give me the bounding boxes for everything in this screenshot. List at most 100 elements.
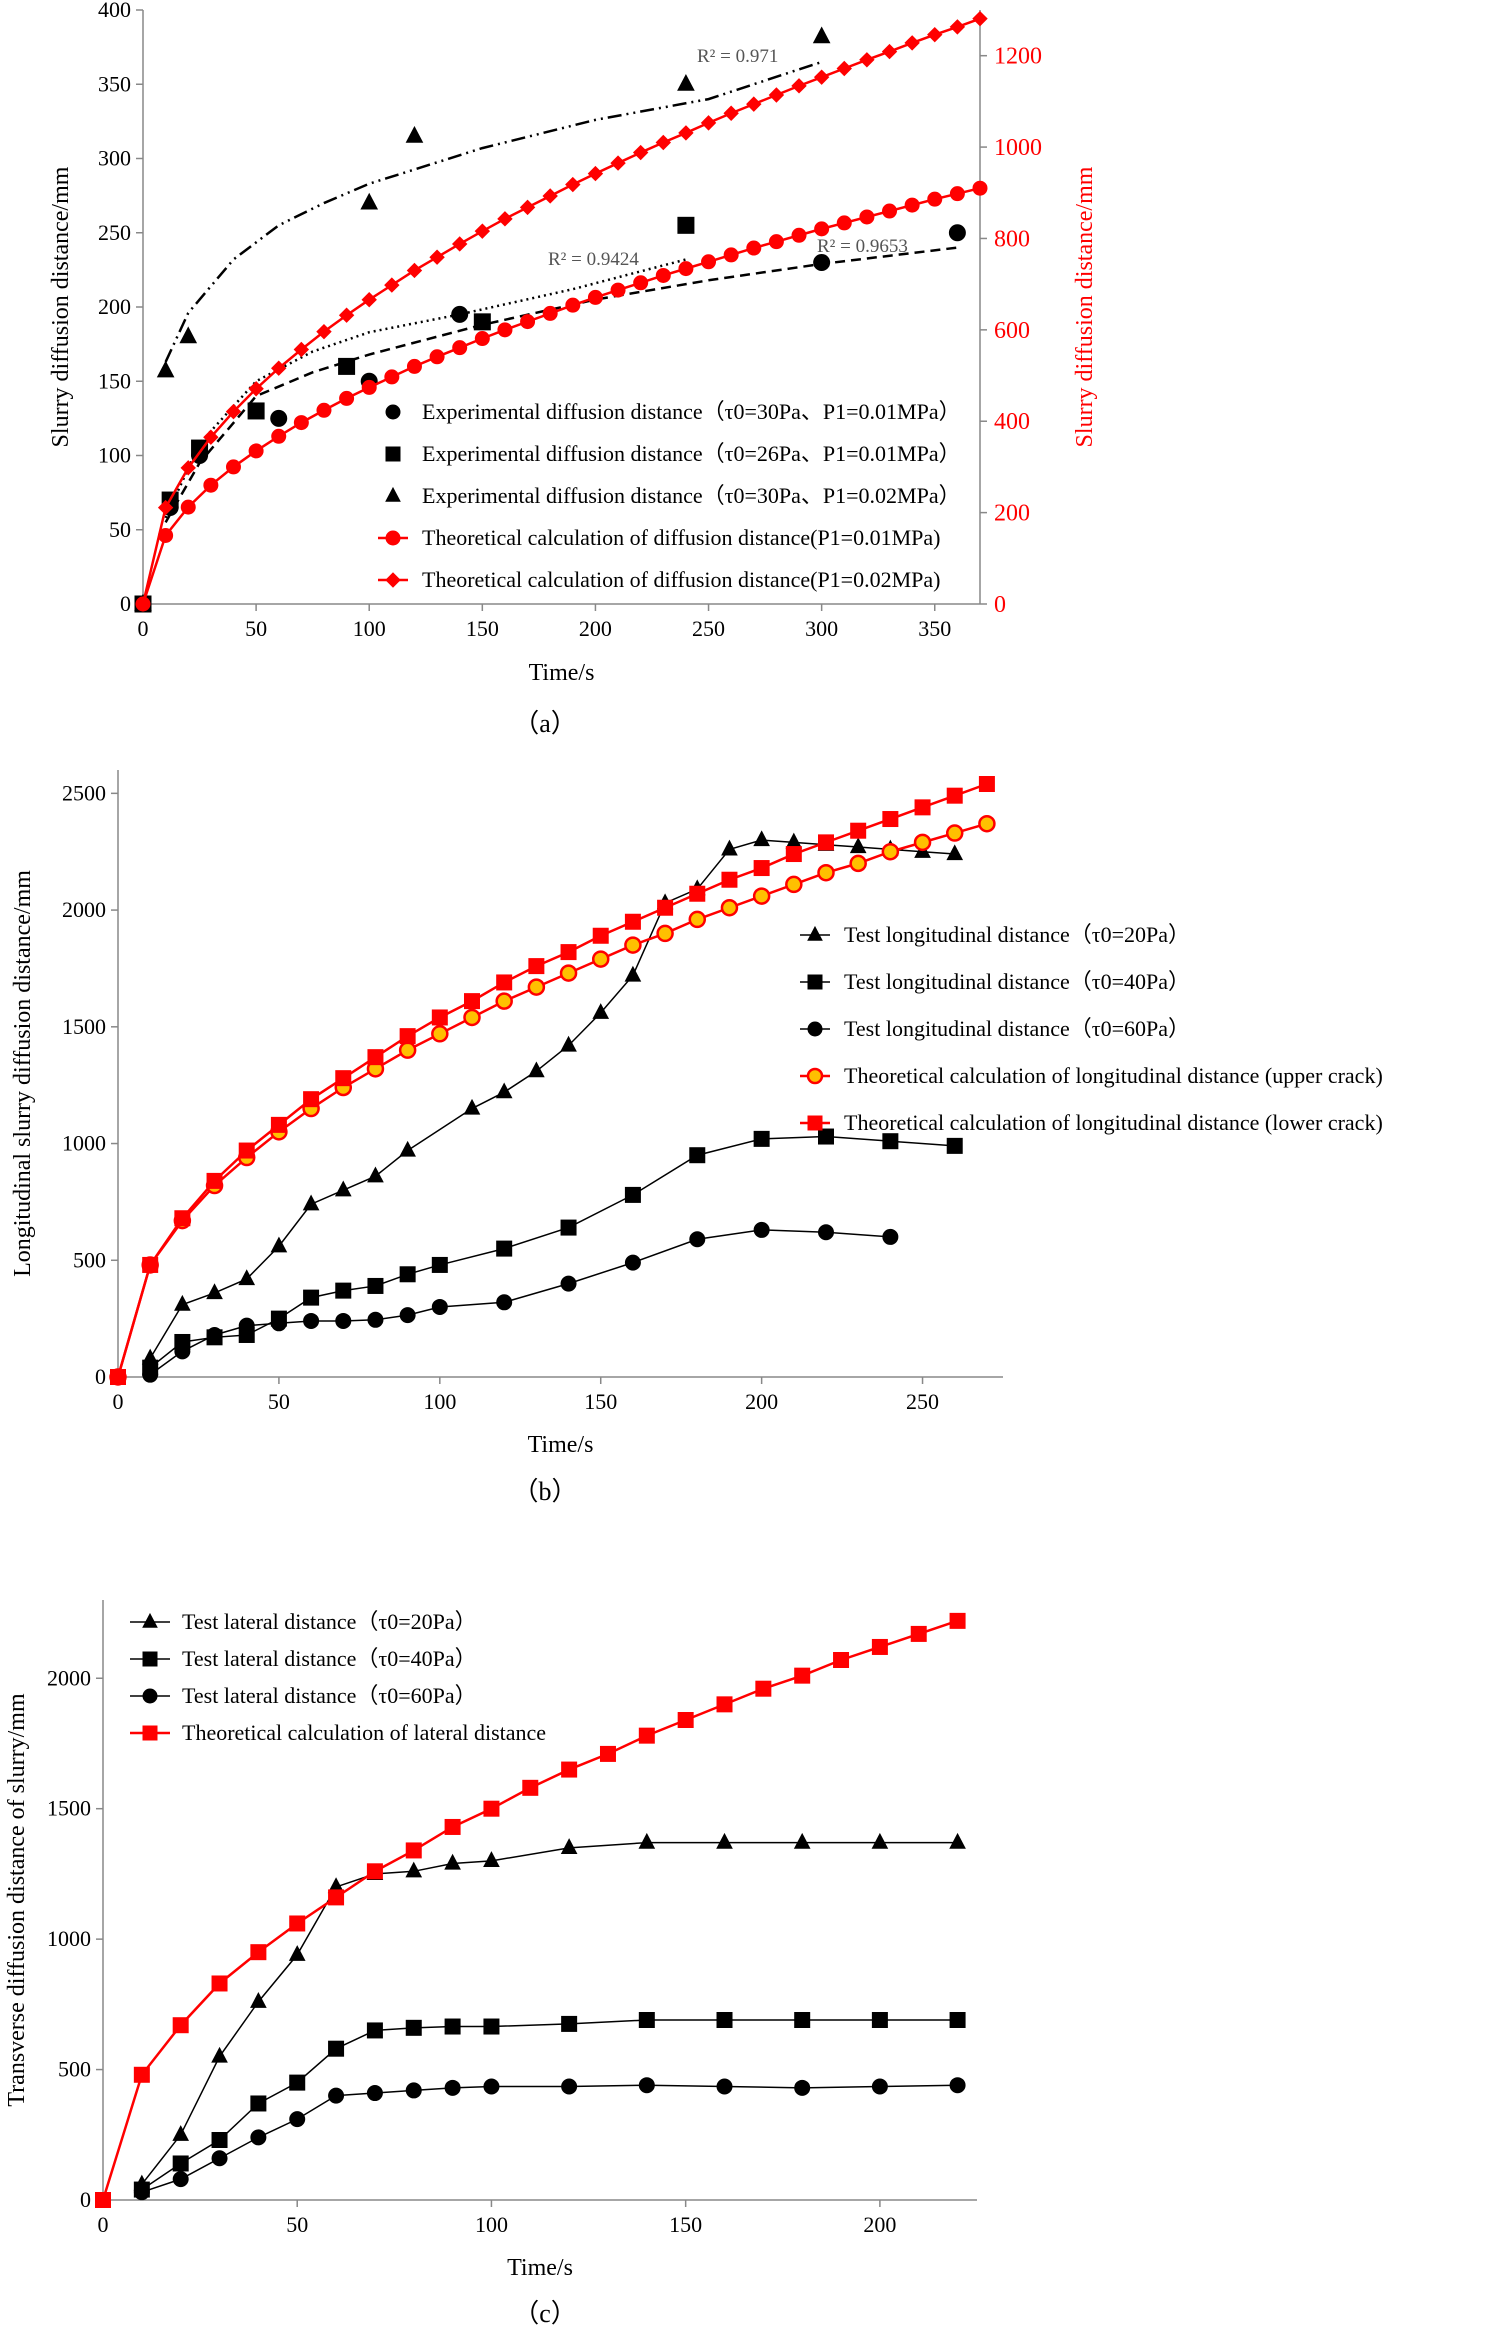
- x-axis-label: Time/s: [529, 660, 595, 686]
- legend-label: Experimental diffusion distance（τ0=30Pa、…: [422, 483, 961, 508]
- data-point: [946, 844, 964, 861]
- data-point: [495, 992, 513, 1010]
- data-point: [882, 1133, 899, 1150]
- data-point: [723, 105, 739, 121]
- data-point: [429, 249, 445, 265]
- data-point: [110, 1369, 126, 1385]
- data-point: [334, 1180, 352, 1197]
- legend-marker: [142, 1725, 158, 1741]
- data-point: [405, 1861, 423, 1878]
- data-point: [483, 2078, 500, 2095]
- data-point: [303, 1312, 320, 1329]
- data-point: [399, 1028, 416, 1045]
- data-point: [270, 1116, 287, 1133]
- y-tick-label: 250: [98, 220, 131, 245]
- data-point: [949, 19, 966, 35]
- data-point: [949, 2012, 966, 2028]
- legend-marker: [807, 925, 823, 941]
- y-right-tick-label: 1000: [994, 135, 1042, 161]
- x-tick-label: 150: [669, 2212, 702, 2237]
- data-point: [250, 2095, 267, 2112]
- data-point: [172, 2171, 189, 2188]
- data-point: [927, 191, 943, 207]
- data-point: [689, 885, 706, 902]
- data-point: [473, 313, 491, 331]
- data-point: [431, 1256, 448, 1273]
- y-right-tick-label: 800: [994, 226, 1030, 252]
- data-point: [791, 227, 807, 243]
- data-point: [882, 203, 898, 219]
- data-point: [677, 216, 695, 234]
- data-point: [587, 289, 603, 305]
- legend-label: Test longitudinal distance（τ0=60Pa）: [844, 1016, 1190, 1041]
- x-tick-label: 150: [466, 616, 499, 641]
- legend-label: Test lateral distance（τ0=20Pa）: [182, 1609, 477, 1634]
- y-tick-label: 0: [80, 2187, 91, 2212]
- data-point: [753, 860, 770, 877]
- x-tick-label: 200: [579, 616, 612, 641]
- legend-marker: [806, 1067, 824, 1085]
- series-4: [109, 814, 996, 1386]
- data-point: [913, 833, 932, 852]
- x-tick-label: 200: [863, 2212, 896, 2237]
- data-point: [881, 43, 898, 60]
- y-tick-label: 500: [58, 2057, 91, 2082]
- series-3: [142, 1221, 899, 1383]
- data-point: [335, 1312, 352, 1329]
- data-point: [497, 211, 513, 227]
- data-point: [444, 1818, 461, 1835]
- data-point: [303, 1091, 320, 1108]
- data-point: [768, 234, 784, 250]
- data-point: [716, 2078, 733, 2095]
- data-point: [495, 1082, 513, 1099]
- legend-marker: [385, 486, 401, 502]
- data-point: [638, 2077, 655, 2094]
- data-point: [405, 1842, 422, 1859]
- y-right-tick-label: 600: [994, 318, 1030, 344]
- legend-label: Test longitudinal distance（τ0=40Pa）: [844, 969, 1190, 994]
- data-point: [179, 326, 198, 344]
- data-point: [405, 2019, 422, 2036]
- data-point: [587, 165, 604, 182]
- data-point: [384, 277, 400, 293]
- data-point: [677, 1712, 694, 1728]
- data-point: [366, 1863, 383, 1880]
- data-point: [528, 1061, 545, 1078]
- y-tick-label: 150: [98, 368, 131, 393]
- data-point: [338, 307, 355, 323]
- legend-label: Experimental diffusion distance（τ0=30Pa、…: [422, 399, 961, 424]
- y-tick-label: 1500: [47, 1796, 91, 1821]
- legend-marker: [142, 1612, 158, 1628]
- data-point: [972, 180, 988, 196]
- data-point: [405, 125, 424, 143]
- data-point: [174, 1210, 191, 1227]
- legend-marker: [385, 404, 401, 420]
- data-point: [250, 2129, 267, 2146]
- data-point: [633, 275, 649, 291]
- data-point: [753, 1221, 770, 1238]
- data-point: [172, 2017, 189, 2034]
- chart-panel-a: 0 50 100 150 200 250 300 350 0 50 100 150 200 250 300 3…: [48, 0, 1098, 738]
- data-point: [638, 1727, 655, 1744]
- x-tick-label: 250: [906, 1389, 939, 1414]
- data-point: [638, 2012, 655, 2028]
- data-point: [746, 96, 762, 112]
- y-tick-label: 0: [95, 1364, 106, 1389]
- data-point: [335, 1282, 352, 1299]
- data-point: [721, 839, 738, 856]
- y-tick-label: 0: [120, 591, 131, 616]
- data-point: [794, 2012, 811, 2028]
- data-point: [496, 1294, 513, 1311]
- data-point: [910, 1625, 927, 1642]
- r-squared-label: R² = 0.971: [697, 46, 778, 67]
- data-point: [474, 331, 490, 347]
- legend-label: Experimental diffusion distance（τ0=26Pa、…: [422, 441, 961, 466]
- data-point: [565, 297, 581, 313]
- data-point: [632, 144, 649, 161]
- x-axis-label: Time/s: [528, 1432, 594, 1458]
- data-point: [560, 1838, 578, 1854]
- data-point: [904, 35, 920, 51]
- data-point: [746, 240, 762, 256]
- series-1: [141, 830, 964, 1365]
